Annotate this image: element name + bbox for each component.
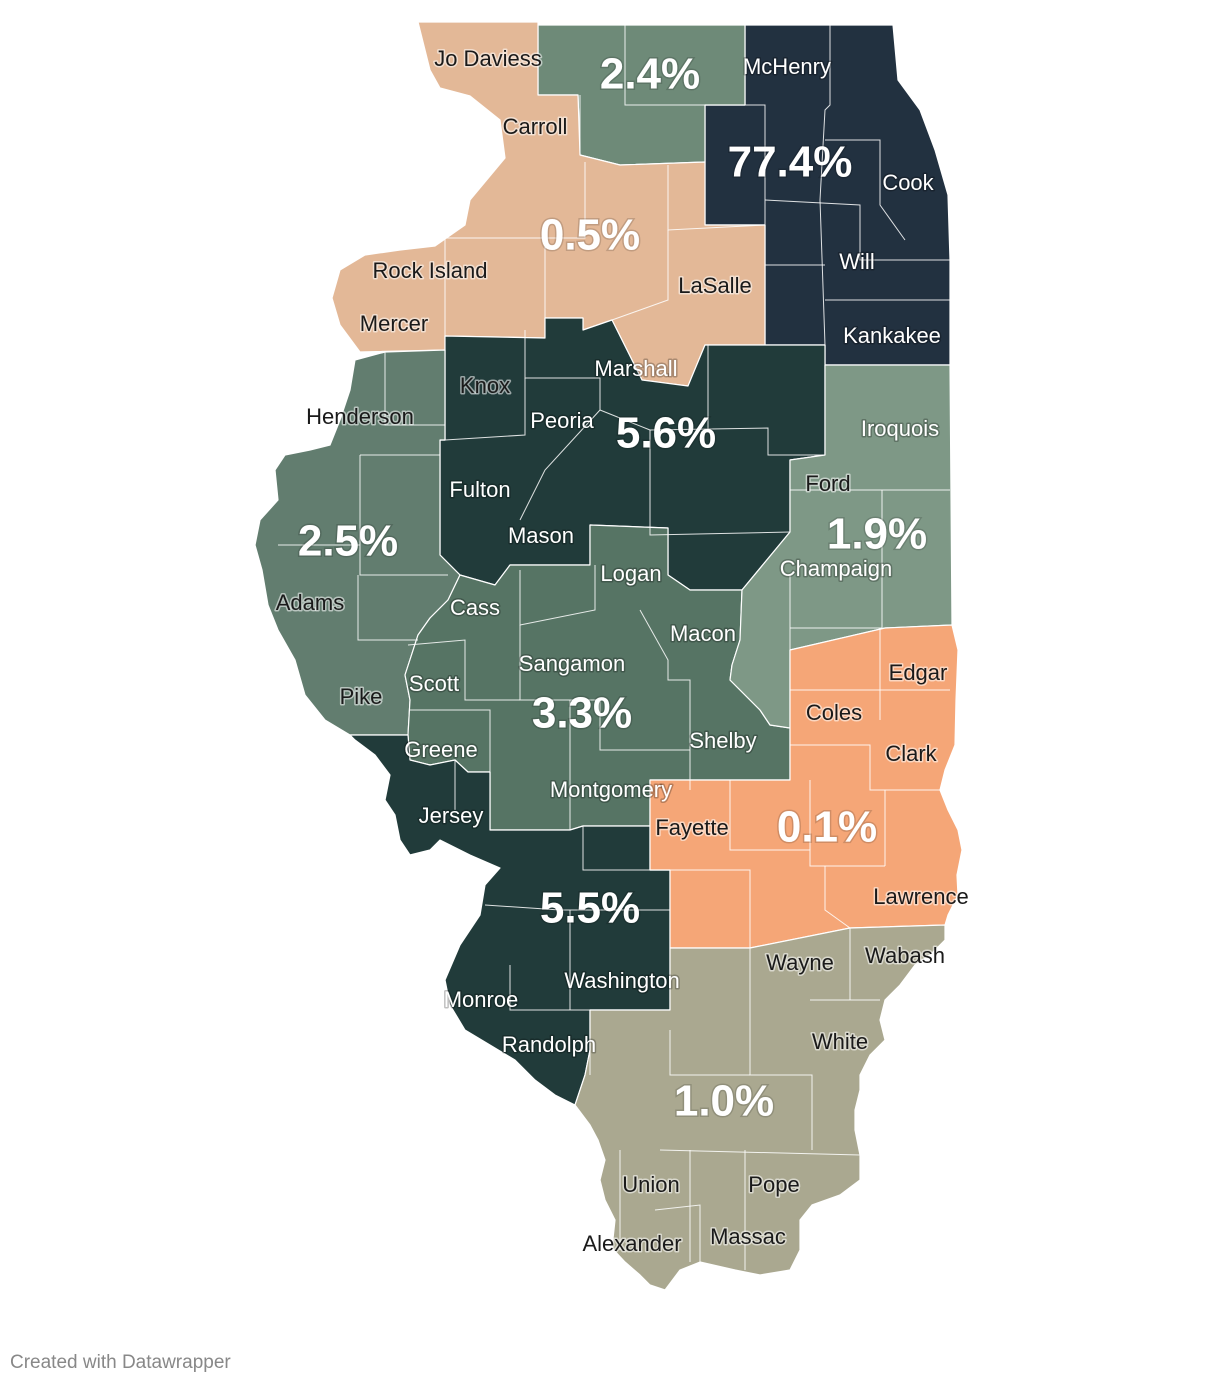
county-border-line [649, 427, 825, 456]
county-border-line [745, 104, 766, 225]
county-label-mercer: Mercer [360, 311, 428, 336]
county-label-jo-daviess: Jo Daviess [434, 46, 542, 71]
region-share-east-central: 1.9% [827, 510, 927, 559]
county-border-line [357, 575, 418, 641]
county-border-line [819, 25, 831, 346]
region-share-southwest: 5.5% [540, 884, 640, 933]
county-label-pope: Pope [748, 1172, 799, 1197]
county-label-montgomery: Montgomery [550, 777, 672, 802]
county-label-cook: Cook [882, 170, 934, 195]
region-share-south: 1.0% [674, 1077, 774, 1126]
county-border-line [764, 199, 950, 261]
county-label-rock-island: Rock Island [373, 258, 488, 283]
county-label-randolph: Randolph [502, 1032, 596, 1057]
county-border-line [384, 352, 445, 426]
county-label-alexander: Alexander [582, 1231, 681, 1256]
county-border-line [824, 866, 851, 929]
county-border-line [410, 709, 491, 772]
region-west [254, 349, 461, 736]
county-label-pike: Pike [340, 684, 383, 709]
county-border-line [611, 230, 669, 321]
county-label-white: White [812, 1029, 868, 1054]
county-border-line [484, 904, 670, 911]
county-label-knox: Knox [460, 373, 510, 398]
region-share-central: 5.6% [616, 409, 716, 458]
county-label-mchenry: McHenry [743, 54, 831, 79]
county-label-peoria: Peoria [530, 408, 594, 433]
region-share-southeast: 0.1% [777, 803, 877, 852]
county-label-carroll: Carroll [503, 114, 568, 139]
region-share-labels: 77.4% 2.4% 0.5% 5.6% 2.5% 3.3% 1.9% 5.5% 0.1% 1.0… [296, 48, 928, 1127]
county-border-line [649, 430, 791, 536]
county-border-line [519, 330, 601, 521]
county-label-fulton: Fulton [449, 477, 510, 502]
county-border-line [749, 948, 813, 1150]
county-label-kankakee: Kankakee [843, 323, 941, 348]
county-label-adams: Adams [276, 590, 344, 615]
county-borders [278, 25, 950, 1270]
county-border-line [639, 609, 691, 790]
county-label-shelby: Shelby [689, 728, 756, 753]
county-label-will: Will [839, 249, 874, 274]
county-label-sangamon: Sangamon [519, 651, 625, 676]
county-border-line [825, 139, 906, 241]
county-border-line [654, 1204, 701, 1262]
regions-layer [254, 21, 963, 1291]
region-south [574, 924, 946, 1291]
county-label-lasalle: LaSalle [678, 273, 751, 298]
county-labels: Jo Daviess McHenry Carroll Cook Rock Island L… [274, 44, 970, 1257]
county-border-line [509, 965, 590, 1011]
county-label-fayette: Fayette [655, 815, 728, 840]
county-label-macon: Macon [670, 621, 736, 646]
county-label-washington: Washington [564, 968, 679, 993]
county-border-line [519, 565, 596, 626]
county-border-line [659, 1149, 861, 1156]
county-border-line [790, 744, 940, 791]
county-label-henderson: Henderson [306, 404, 414, 429]
county-label-greene: Greene [404, 737, 477, 762]
county-label-coles: Coles [806, 700, 862, 725]
region-share-northeast: 77.4% [728, 138, 853, 187]
county-label-wayne: Wayne [766, 950, 834, 975]
county-border-line [669, 1030, 750, 1076]
county-border-line [359, 455, 448, 576]
county-label-edgar: Edgar [889, 660, 948, 685]
county-border-line [624, 25, 705, 106]
county-border-line [544, 162, 586, 318]
county-label-scott: Scott [409, 671, 459, 696]
county-label-mason: Mason [508, 523, 574, 548]
county-label-clark: Clark [885, 741, 937, 766]
county-label-jersey: Jersey [419, 803, 484, 828]
county-label-iroquois: Iroquois [861, 416, 939, 441]
county-border-line [444, 378, 526, 441]
region-share-northwest: 0.5% [540, 211, 640, 260]
county-label-union: Union [622, 1172, 679, 1197]
region-share-northern: 2.4% [600, 50, 700, 99]
county-label-logan: Logan [600, 561, 661, 586]
county-label-wabash: Wabash [865, 943, 945, 968]
county-label-massac: Massac [710, 1224, 786, 1249]
county-border-line [407, 639, 520, 701]
county-border-line [519, 625, 690, 751]
region-share-west-central: 3.3% [532, 689, 632, 738]
credit-text: Created with Datawrapper [10, 1352, 231, 1373]
county-label-ford: Ford [805, 471, 850, 496]
illinois-map-svg: Jo Daviess McHenry Carroll Cook Rock Island L… [254, 21, 970, 1291]
county-label-champaign: Champaign [780, 556, 893, 581]
county-border-line [599, 409, 651, 431]
county-label-lawrence: Lawrence [873, 884, 968, 909]
county-label-cass: Cass [450, 595, 500, 620]
county-label-monroe: Monroe [444, 987, 519, 1012]
county-label-marshall: Marshall [594, 356, 677, 381]
region-share-west: 2.5% [298, 517, 398, 566]
county-border-line [582, 826, 670, 871]
county-border-line [670, 869, 751, 948]
